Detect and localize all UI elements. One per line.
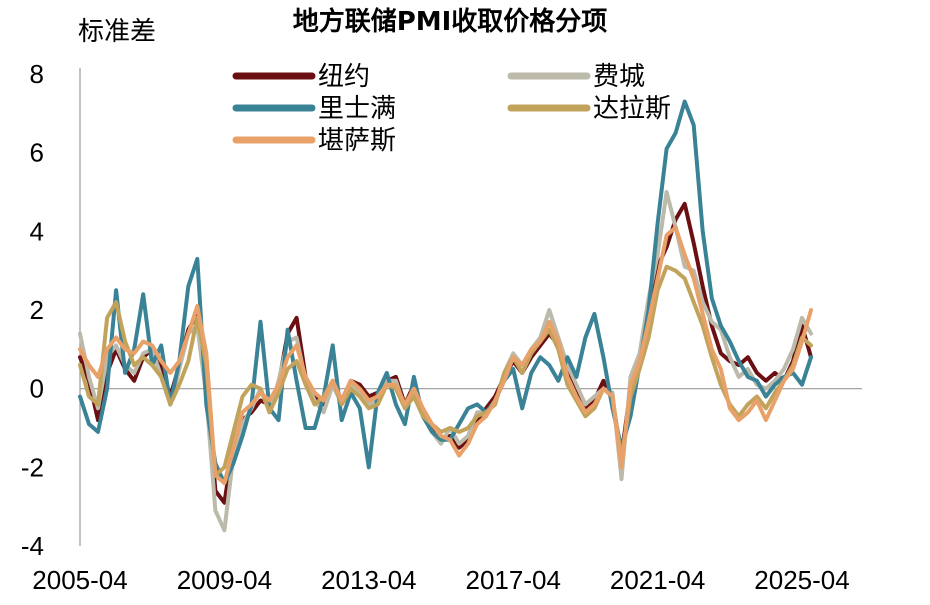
y-tick-label: 0 <box>30 374 44 404</box>
x-tick-label: 2005-04 <box>32 565 127 595</box>
legend-label: 堪萨斯 <box>318 126 396 156</box>
legend-item: 达拉斯 <box>507 94 671 124</box>
y-tick-label: -2 <box>21 452 44 482</box>
y-tick-label: 4 <box>30 216 44 246</box>
x-tick-label: 2009-04 <box>177 565 272 595</box>
series-lines <box>78 99 813 533</box>
chart-title: 地方联储PMI收取价格分项 <box>293 6 608 37</box>
y-unit-label: 标准差 <box>78 17 156 47</box>
legend-item: 堪萨斯 <box>232 126 396 156</box>
y-tick-label: 6 <box>30 138 44 168</box>
legend-item: 里士满 <box>232 94 396 124</box>
x-tick-label: 2013-04 <box>321 565 416 595</box>
x-tick-label: 2021-04 <box>610 565 705 595</box>
y-tick-label: -4 <box>21 531 44 561</box>
legend-item: 纽约 <box>232 62 370 92</box>
legend-label: 费城 <box>593 62 645 92</box>
x-tick-labels: 2005-04 2009-04 2013-04 2017-04 2021-04 2025-… <box>32 565 849 595</box>
legend-item: 费城 <box>507 62 645 92</box>
series-line-4 <box>78 264 813 478</box>
legend-label: 纽约 <box>318 62 370 92</box>
y-tick-label: 8 <box>30 59 44 89</box>
x-tick-label: 2017-04 <box>465 565 560 595</box>
series-line-5 <box>78 225 813 486</box>
y-tick-label: 2 <box>30 295 44 325</box>
legend-label: 里士满 <box>318 94 396 124</box>
x-tick-label: 2025-04 <box>754 565 849 595</box>
legend-label: 达拉斯 <box>593 94 671 124</box>
y-tick-labels: 8 6 4 2 0 -2 -4 <box>21 59 44 561</box>
